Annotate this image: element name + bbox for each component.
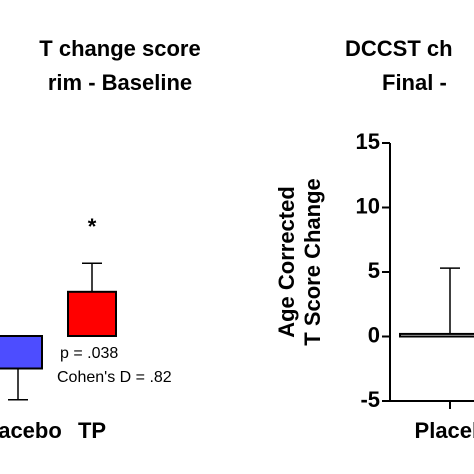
y-tick-label: 10 bbox=[356, 193, 380, 218]
y-axis-label: Age Corrected T Score Change bbox=[274, 178, 325, 345]
chart-title: rim - Baseline bbox=[48, 70, 192, 95]
y-axis-label-line: Age Corrected bbox=[274, 186, 299, 338]
annotation: * bbox=[88, 214, 97, 239]
x-tick-label: Placeb bbox=[415, 418, 474, 443]
bar bbox=[0, 335, 43, 370]
annotation: p = .038 bbox=[60, 345, 118, 362]
bar bbox=[399, 332, 474, 338]
chart-title: Final - bbox=[382, 70, 447, 95]
annotation: Cohen's D = .82 bbox=[57, 369, 172, 386]
x-tick-label: acebo bbox=[0, 418, 62, 443]
y-tick-label: 0 bbox=[368, 322, 380, 347]
y-tick-label: 5 bbox=[368, 258, 380, 283]
y-tick-label: 15 bbox=[356, 129, 380, 154]
y-axis-label-line: T Score Change bbox=[300, 178, 325, 345]
bar bbox=[67, 290, 117, 337]
y-tick-label: -5 bbox=[360, 387, 380, 412]
chart-title: DCCST ch bbox=[345, 36, 453, 61]
chart-title: T change score bbox=[39, 36, 200, 61]
x-tick-label: TP bbox=[78, 418, 106, 443]
